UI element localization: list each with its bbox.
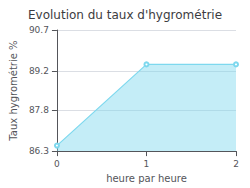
svg-text:87.8: 87.8 — [29, 105, 49, 115]
svg-text:86.3: 86.3 — [29, 146, 49, 156]
svg-text:2: 2 — [233, 159, 239, 169]
svg-text:1: 1 — [144, 159, 150, 169]
svg-text:89.2: 89.2 — [29, 66, 49, 76]
svg-text:Evolution du taux d'hygrométri: Evolution du taux d'hygrométrie — [28, 8, 222, 22]
svg-text:heure par heure: heure par heure — [106, 173, 187, 184]
svg-text:Taux hygrométrie %: Taux hygrométrie % — [8, 40, 19, 141]
svg-text:90.7: 90.7 — [29, 25, 49, 35]
svg-text:0: 0 — [54, 159, 60, 169]
